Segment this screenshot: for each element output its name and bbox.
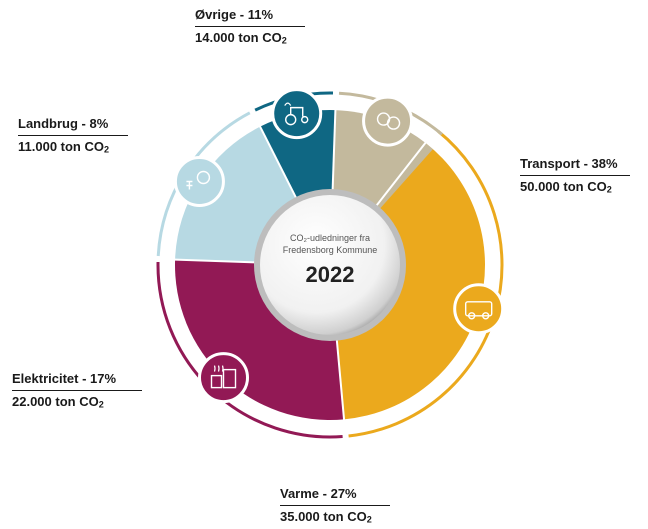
label-landbrug: Landbrug - 8%11.000 ton CO2 [18,115,128,155]
co2-pie-chart [0,0,648,529]
landbrug-icon [273,90,321,138]
label-elektricitet: Elektricitet - 17%22.000 ton CO2 [12,370,142,410]
label-ovrige: Øvrige - 11%14.000 ton CO2 [195,6,305,46]
elektricitet-icon [175,157,223,205]
varme-icon [200,354,248,402]
ovrige-icon [364,97,412,145]
transport-icon [455,285,503,333]
label-varme: Varme - 27%35.000 ton CO2 [280,485,390,525]
label-transport: Transport - 38%50.000 ton CO2 [520,155,630,195]
hub [260,195,400,335]
